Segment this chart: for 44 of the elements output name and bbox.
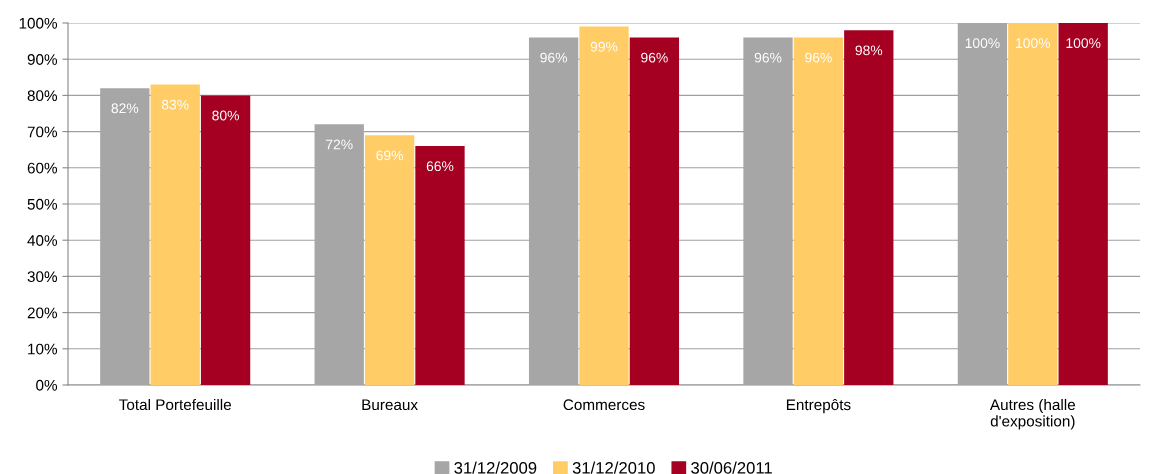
data-label: 100%	[1066, 38, 1101, 49]
y-tick-label: 20%	[27, 307, 58, 319]
legend-label: 30/06/2011	[691, 461, 772, 474]
legend-label: 31/12/2010	[572, 461, 655, 474]
y-tick-label: 60%	[27, 162, 58, 174]
y-tick-label: 50%	[27, 198, 58, 210]
y-tick-label: 80%	[27, 90, 58, 102]
bar	[364, 135, 415, 385]
data-label: 83%	[161, 99, 189, 110]
data-label: 100%	[965, 38, 1000, 49]
bar	[415, 146, 465, 385]
data-label: 96%	[754, 52, 782, 63]
y-tick-label: 40%	[27, 235, 58, 246]
bar	[1058, 23, 1108, 385]
data-label: 72%	[326, 139, 353, 150]
x-tick-label: Autres (halle d'exposition)	[989, 398, 1076, 430]
data-label: 98%	[855, 45, 883, 56]
bar	[629, 37, 680, 385]
bar	[579, 26, 629, 385]
y-tick-label: 0%	[36, 379, 58, 391]
x-tick-label: Bureaux	[362, 399, 418, 411]
x-tick-label: Total Portefeuille	[119, 398, 231, 411]
data-label: 82%	[111, 103, 139, 114]
data-label: 100%	[1016, 38, 1051, 49]
data-label: 66%	[426, 161, 454, 172]
y-tick-label: 90%	[27, 54, 58, 65]
x-tick-label: Commerces	[563, 399, 645, 411]
data-label: 96%	[641, 52, 668, 63]
y-tick-label: 30%	[27, 271, 58, 283]
data-label: 99%	[590, 41, 618, 52]
data-label: 96%	[540, 52, 568, 63]
data-label: 96%	[805, 52, 832, 63]
data-label: 69%	[376, 150, 404, 161]
bar	[150, 84, 200, 385]
bar	[1008, 23, 1058, 385]
bar	[200, 95, 251, 385]
y-tick-label: 70%	[27, 126, 58, 138]
bar	[844, 30, 894, 385]
legend-label: 31/12/2009	[454, 461, 537, 474]
data-label: 80%	[212, 110, 239, 121]
x-tick-label: Entrepôts	[786, 398, 851, 414]
y-tick-label: 10%	[28, 343, 58, 355]
y-tick-label: 100%	[19, 17, 58, 29]
bar	[793, 37, 844, 385]
